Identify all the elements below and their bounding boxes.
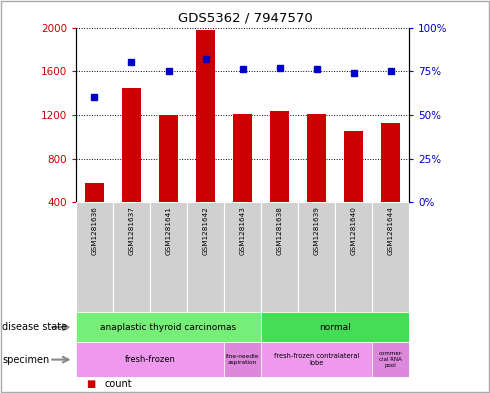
- Text: commer-
cial RNA
pool: commer- cial RNA pool: [378, 351, 403, 368]
- Text: specimen: specimen: [2, 354, 49, 365]
- Bar: [122, 88, 141, 202]
- Text: GSM1281638: GSM1281638: [276, 206, 283, 255]
- Text: normal: normal: [319, 323, 351, 332]
- Text: GSM1281636: GSM1281636: [92, 206, 98, 255]
- Text: GSM1281640: GSM1281640: [351, 206, 357, 255]
- Bar: [372, 202, 409, 312]
- Bar: [187, 202, 224, 312]
- Bar: [224, 202, 261, 312]
- Bar: [307, 114, 326, 202]
- Bar: [76, 342, 224, 377]
- Bar: [344, 131, 363, 202]
- Bar: [113, 202, 150, 312]
- Text: GDS5362 / 7947570: GDS5362 / 7947570: [177, 12, 313, 25]
- Bar: [261, 342, 372, 377]
- Text: GSM1281642: GSM1281642: [202, 206, 209, 255]
- Bar: [159, 115, 178, 202]
- Text: anaplastic thyroid carcinomas: anaplastic thyroid carcinomas: [100, 323, 237, 332]
- Text: GSM1281637: GSM1281637: [128, 206, 134, 255]
- Bar: [196, 30, 215, 202]
- Bar: [372, 342, 409, 377]
- Text: fresh-frozen: fresh-frozen: [124, 355, 175, 364]
- Bar: [335, 202, 372, 312]
- Bar: [233, 114, 252, 202]
- Text: GSM1281644: GSM1281644: [388, 206, 393, 255]
- Bar: [261, 312, 409, 342]
- Text: fresh-frozen contralateral
lobe: fresh-frozen contralateral lobe: [274, 353, 359, 366]
- Bar: [76, 312, 261, 342]
- Bar: [85, 183, 104, 202]
- Bar: [298, 202, 335, 312]
- Bar: [224, 342, 261, 377]
- Text: fine-needle
aspiration: fine-needle aspiration: [226, 354, 259, 365]
- Bar: [150, 202, 187, 312]
- Bar: [270, 110, 289, 202]
- Text: GSM1281643: GSM1281643: [240, 206, 245, 255]
- Text: ■: ■: [86, 379, 95, 389]
- Bar: [76, 202, 113, 312]
- Text: disease state: disease state: [2, 322, 68, 332]
- Text: GSM1281639: GSM1281639: [314, 206, 319, 255]
- Bar: [381, 123, 400, 202]
- Bar: [261, 202, 298, 312]
- Text: GSM1281641: GSM1281641: [166, 206, 171, 255]
- Text: count: count: [104, 379, 132, 389]
